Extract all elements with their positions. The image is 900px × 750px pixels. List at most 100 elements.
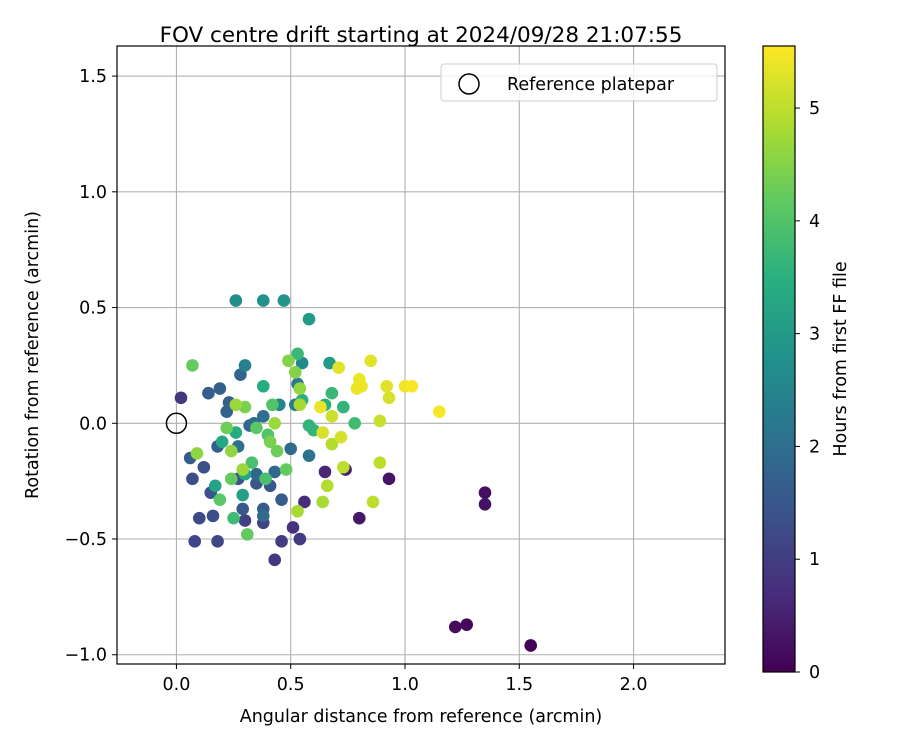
data-point-35 [220, 405, 234, 419]
grid-lines [117, 46, 725, 664]
legend-box [440, 63, 718, 102]
data-point-76 [213, 493, 227, 506]
data-point-91 [236, 463, 250, 476]
data-point-2 [448, 620, 462, 634]
data-point-80 [186, 359, 199, 372]
data-point-18 [211, 535, 224, 548]
data-point-52 [256, 294, 270, 307]
data-point-51 [229, 294, 243, 307]
data-point-86 [288, 366, 302, 379]
data-point-41 [284, 442, 298, 456]
y-axis-label: Rotation from reference (arcmin) [23, 211, 43, 499]
data-point-102 [325, 410, 339, 423]
data-point-98 [336, 460, 350, 474]
data-point-115 [432, 405, 446, 419]
x-tick-label-1: 0.5 [277, 675, 305, 695]
data-point-68 [291, 347, 304, 361]
data-point-71 [245, 456, 259, 469]
data-point-5 [382, 472, 396, 486]
y-tick-label-4: 1.0 [79, 183, 107, 203]
x-axis-ticks: 0.0 0.5 1.0 1.5 2.0 [163, 664, 648, 695]
data-point-40 [256, 509, 270, 523]
data-point-75 [250, 421, 263, 435]
data-point-48 [238, 359, 252, 372]
data-point-3 [478, 486, 492, 500]
data-point-101 [373, 414, 387, 428]
data-point-107 [364, 354, 378, 368]
data-point-92 [268, 416, 282, 430]
data-point-32 [202, 386, 215, 400]
data-point-19 [192, 511, 206, 525]
data-point-54 [302, 312, 316, 326]
data-point-89 [224, 444, 238, 458]
data-point-39 [268, 465, 282, 479]
data-point-105 [382, 391, 396, 405]
data-point-94 [293, 398, 307, 412]
data-point-100 [373, 456, 387, 469]
data-point-33 [213, 382, 227, 395]
data-point-8 [318, 465, 332, 479]
data-point-69 [348, 416, 362, 430]
chart-title: FOV centre drift starting at 2024/09/28 … [160, 23, 683, 48]
data-point-81 [270, 444, 284, 458]
legend-label-reference: Reference platepar [507, 75, 675, 95]
plot-frame [116, 45, 726, 665]
data-point-9 [298, 495, 311, 509]
data-point-56 [236, 488, 250, 502]
data-point-4 [478, 497, 492, 511]
data-point-72 [259, 472, 272, 486]
data-point-85 [282, 354, 295, 368]
data-point-0 [524, 639, 538, 652]
data-point-14 [275, 535, 288, 548]
data-point-61 [256, 379, 270, 393]
reference-platepar-marker [165, 412, 188, 435]
data-point-90 [229, 398, 243, 412]
y-tick-label-0: −1.0 [65, 646, 108, 666]
data-point-45 [302, 449, 316, 462]
data-point-78 [240, 528, 254, 541]
legend-marker-reference [458, 73, 480, 95]
data-point-27 [236, 502, 250, 516]
data-point-77 [224, 472, 238, 486]
y-tick-label-2: 0.0 [79, 414, 107, 434]
data-point-29 [275, 493, 288, 506]
colorbar-gradient [762, 45, 796, 673]
data-point-53 [277, 294, 291, 307]
colorbar-tick-label-4: 4 [809, 212, 820, 232]
data-point-22 [197, 460, 211, 474]
data-point-20 [206, 509, 220, 523]
colorbar-tick-label-0: 0 [809, 663, 820, 683]
data-point-1 [460, 618, 474, 631]
x-tick-label-3: 1.5 [505, 675, 533, 695]
data-point-97 [325, 437, 339, 451]
x-tick-label-4: 2.0 [620, 675, 648, 695]
data-point-64 [336, 400, 350, 414]
data-point-13 [293, 532, 307, 546]
data-point-57 [208, 479, 222, 493]
data-point-11 [268, 553, 282, 567]
data-point-95 [316, 495, 330, 509]
data-point-12 [174, 391, 188, 405]
data-point-73 [266, 398, 279, 412]
x-tick-label-0: 0.0 [163, 675, 191, 695]
data-point-111 [352, 373, 366, 386]
data-point-83 [263, 435, 277, 449]
colorbar-ticks: 0 1 2 3 4 5 [795, 99, 820, 683]
data-point-82 [220, 421, 234, 435]
data-point-87 [293, 382, 307, 395]
colorbar-tick-label-1: 1 [809, 550, 820, 570]
scatter-points [174, 294, 538, 652]
data-point-103 [334, 430, 348, 444]
y-axis-ticks: −1.0 −0.5 0.0 0.5 1.0 1.5 [65, 67, 117, 666]
data-point-88 [190, 447, 204, 460]
data-point-114 [405, 379, 419, 393]
colorbar-tick-label-2: 2 [809, 437, 820, 457]
data-point-43 [256, 410, 270, 423]
data-point-79 [279, 463, 293, 476]
data-point-108 [332, 361, 346, 375]
data-point-17 [188, 535, 202, 548]
data-point-96 [320, 479, 334, 493]
data-point-6 [352, 511, 366, 525]
x-tick-label-2: 1.0 [391, 675, 419, 695]
